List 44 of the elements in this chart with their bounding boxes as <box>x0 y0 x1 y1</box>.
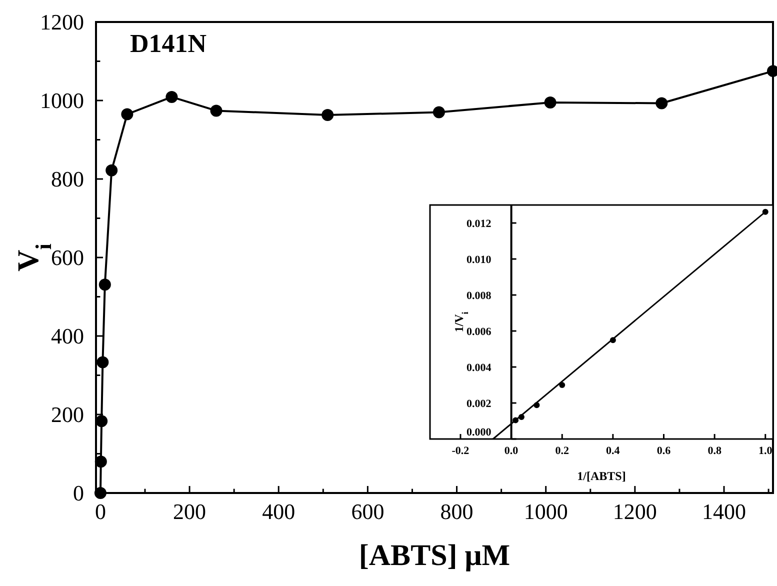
y-tick-label: 0.012 <box>466 218 492 230</box>
x-tick-label: 1200 <box>612 499 657 524</box>
y-tick-label: 0.008 <box>466 290 492 302</box>
x-tick-label: 0 <box>94 499 106 524</box>
y-tick-label: 0.002 <box>466 398 492 410</box>
point <box>656 97 668 110</box>
y-tick-label: 1000 <box>40 88 84 114</box>
point <box>166 90 178 103</box>
point <box>96 356 109 368</box>
x-tick-label: 0.4 <box>606 445 620 457</box>
x-axis-title: [ABTS] μM <box>358 539 510 572</box>
x-tick-label: 800 <box>440 499 474 524</box>
x-tick-label: 0.8 <box>708 445 722 457</box>
x-axis-title: 1/[ABTS] <box>577 469 626 483</box>
y-tick-label: 200 <box>51 402 84 428</box>
point <box>121 108 134 120</box>
point <box>559 382 566 388</box>
y-tick-label: 0.010 <box>466 254 492 266</box>
y-tick-label: 0.000 <box>466 426 492 439</box>
y-tick-label: 0.006 <box>466 326 492 338</box>
point <box>544 96 556 108</box>
annotation: D141N <box>130 29 207 58</box>
y-tick-label: 400 <box>51 324 84 349</box>
x-tick-label: 1000 <box>524 499 568 524</box>
point <box>432 106 445 118</box>
point <box>322 109 334 122</box>
point <box>94 456 107 468</box>
y-tick-label: 0 <box>73 480 84 506</box>
x-tick-label: 1400 <box>702 499 746 524</box>
y-tick-label: 0.004 <box>466 362 492 374</box>
x-tick-label: 0.0 <box>504 445 519 457</box>
x-tick-label: 0.2 <box>555 445 570 457</box>
point <box>106 164 118 176</box>
y-tick-label: 1200 <box>40 10 84 35</box>
x-tick-label: 0.6 <box>656 445 672 457</box>
x-tick-label: -0.2 <box>452 445 470 457</box>
x-tick-label: 1.0 <box>758 445 773 457</box>
point <box>210 104 222 117</box>
point <box>98 278 111 291</box>
x-tick-label: 200 <box>173 499 206 524</box>
x-tick-label: 400 <box>262 499 296 524</box>
x-tick-label: 600 <box>351 499 384 524</box>
y-tick-label: 800 <box>51 166 84 192</box>
point <box>96 415 108 428</box>
